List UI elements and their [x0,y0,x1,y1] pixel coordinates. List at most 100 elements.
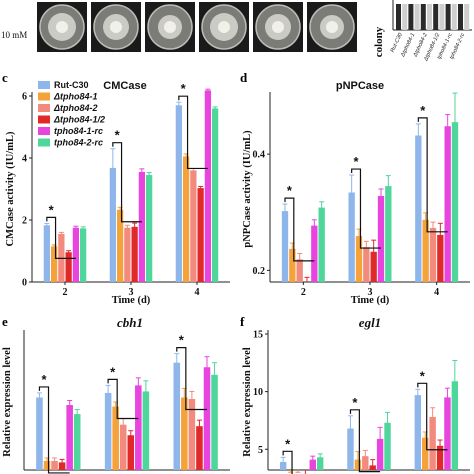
bar [80,228,87,282]
significance-bracket [46,216,76,259]
bar [119,424,127,470]
panel-title: egl1 [359,315,381,330]
bar [204,90,212,282]
bar [58,462,66,470]
x-axis-label: Time (d) [112,295,151,306]
significance-star: * [420,368,426,383]
bar [414,395,422,470]
significance-star: * [354,154,360,169]
significance-star: * [179,333,185,348]
bar [377,195,385,282]
bar [104,392,112,470]
panel-d-pnpcase: 0.2 0.4 pNPCase pNPCase activity (IU/mL) Tim… [242,80,470,306]
x-axis-label: Time (d) [351,295,390,306]
y-tick-label: 0.2 [253,266,266,277]
significance-star: * [287,183,293,198]
x-tick-label: 3 [368,287,373,298]
bar [182,156,190,282]
panel-f-egl1: 5 10 15 egl1 Relative expression level * * * [242,315,470,474]
bar [173,362,181,470]
y-tick-label: 10 [253,387,263,398]
colony-bar-6 [427,4,432,30]
bar [175,105,182,282]
bar [311,225,318,282]
x-tick-label: 4 [195,287,200,298]
plate-strip: 10 mM [0,0,357,58]
colony-bar-3 [408,4,414,30]
plate-row-label: 10 mM [1,30,27,40]
bar [376,438,384,470]
y-axis-label: CMCase activity (IU/mL) [5,131,16,246]
plate-colony-center-6 [326,21,338,33]
bar [444,397,451,470]
bar [347,428,354,470]
colony-bar-7 [433,4,439,30]
bar [212,108,219,283]
bar [309,459,316,470]
bar [112,406,119,470]
legend-swatch [38,138,50,147]
bar [135,385,142,470]
bar [444,126,451,282]
bar [197,188,204,282]
plate-colony-center-3 [164,21,176,33]
plate-colony-center-2 [110,21,122,33]
bar [127,435,135,470]
bar [296,259,303,282]
y-tick-label: 6 [22,92,27,103]
significance-bracket [176,347,207,411]
significance-bracket [417,382,448,451]
y-tick-label: 0.4 [253,150,266,161]
bar [437,234,444,282]
bar [51,460,58,470]
significance-star: * [352,395,358,410]
legend-label: tpho84-2-rc [54,138,103,148]
significance-star: * [41,372,47,387]
legend-label: Δtpho84-1 [53,92,98,102]
panel-title: CMCase [103,80,146,92]
bar [73,414,81,470]
legend-swatch [38,127,50,135]
bar [124,227,131,282]
significance-bracket [38,386,70,474]
panel-letter-e: e [2,314,8,329]
x-tick-label: 2 [301,287,306,298]
legend-label: Δtpho84-1/2 [53,115,105,125]
colony-bar-9 [445,4,451,30]
bar [429,416,436,470]
bar [348,192,355,282]
bar [138,171,146,282]
colony-bar-8 [439,4,445,30]
bar [316,457,324,470]
legend-label: tpho84-1-rc [54,126,103,136]
colony-bar-4 [414,4,420,30]
plate-colony-center-5 [272,21,284,33]
bar [429,227,437,282]
bar [188,398,196,470]
significance-star: * [49,202,55,217]
colony-bar-11 [458,4,463,30]
y-axis-label: Relative expression level [242,347,253,457]
bar [116,209,124,282]
bar [142,391,150,470]
bar [451,381,459,470]
colony-bar-5 [420,4,426,30]
bar [436,445,444,470]
colony-y-label: colony [373,26,385,57]
bar [190,170,197,282]
bar [385,186,392,282]
legend-swatch [38,104,50,112]
panel-c-cmcase: 0 2 4 6 CMCase CMCase activity (IU/mL) Time (d… [5,80,230,306]
panel-letter-f: f [240,314,245,329]
y-axis-label: pNPCase activity (IU/mL) [242,130,253,248]
panel-letter-d: d [240,70,248,85]
significance-star: * [181,81,187,96]
colony-bar-10 [451,4,457,30]
significance-star: * [420,103,426,118]
significance-bracket [417,117,448,233]
significance-bracket [284,197,315,262]
bar [211,374,218,470]
significance-bracket [107,378,139,420]
colony-bar-12 [464,4,470,30]
bar [196,426,203,470]
